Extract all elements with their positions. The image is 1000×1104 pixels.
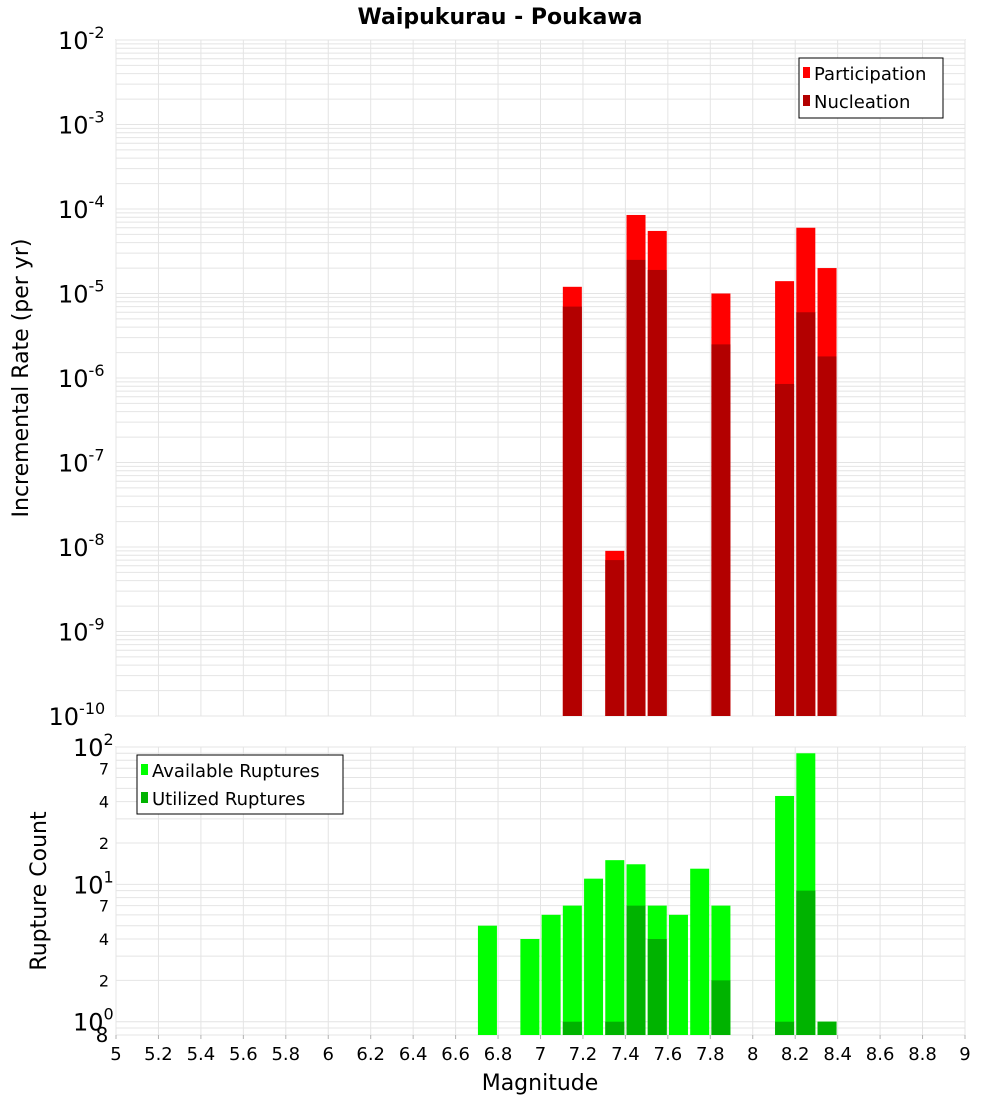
x-tick-label: 7.8 xyxy=(696,1044,725,1065)
bar-utilized-ruptures xyxy=(605,1021,625,1035)
top-plot-grid xyxy=(115,39,966,717)
bottom-legend-box xyxy=(136,754,344,815)
bottom-legend: Available Ruptures Utilized Ruptures xyxy=(136,754,344,815)
x-tick-label: 8.4 xyxy=(823,1044,852,1065)
bar-available-ruptures xyxy=(520,939,540,1035)
bar-available-ruptures xyxy=(775,795,795,1035)
bar-utilized-ruptures xyxy=(562,1021,582,1035)
x-tick-label: 8 xyxy=(747,1044,758,1065)
x-tick-label: 7.4 xyxy=(611,1044,640,1065)
x-tick-label: 6 xyxy=(323,1044,334,1065)
x-tick-label: 8.2 xyxy=(781,1044,810,1065)
y-tick-label: 10-3 xyxy=(58,108,105,140)
bar-available-ruptures xyxy=(605,860,625,1035)
y-tick-label: 102 xyxy=(73,730,114,762)
available-swatch xyxy=(141,764,148,775)
bar-utilized-ruptures xyxy=(817,1021,837,1035)
bar-nucleation xyxy=(775,383,795,716)
x-tick-label: 6.4 xyxy=(399,1044,428,1065)
y-tick-label: 10-10 xyxy=(49,699,106,731)
x-tick-label: 6.2 xyxy=(356,1044,385,1065)
utilized-swatch xyxy=(141,792,148,803)
bar-utilized-ruptures xyxy=(711,980,731,1035)
y-tick-label: 2 xyxy=(99,971,109,990)
bar-available-ruptures xyxy=(562,905,582,1035)
bar-utilized-ruptures xyxy=(647,939,667,1035)
x-tick-labels: 5 5.2 5.4 5.6 5.8 6 6.2 6.4 6.6 6.8 7 7.2 7.4 7.6 7.8 8… xyxy=(110,1035,971,1065)
x-tick-label: 7.6 xyxy=(654,1044,683,1065)
bottom-plot-bars xyxy=(477,753,837,1035)
bar-nucleation xyxy=(626,259,646,716)
bar-utilized-ruptures xyxy=(775,1021,795,1035)
top-plot-bars xyxy=(562,214,837,717)
y-tick-label: 10-6 xyxy=(58,361,105,393)
bar-available-ruptures xyxy=(690,868,710,1035)
bar-nucleation xyxy=(796,312,816,716)
bar-available-ruptures xyxy=(541,914,561,1035)
y-tick-label: 101 xyxy=(73,867,114,899)
top-y-axis-label: Incremental Rate (per yr) xyxy=(9,239,34,518)
y-tick-label: 10-9 xyxy=(58,615,105,647)
y-tick-label-bottom: 8 xyxy=(96,1023,109,1047)
bar-utilized-ruptures xyxy=(626,905,646,1035)
x-tick-label: 6.8 xyxy=(484,1044,513,1065)
y-tick-label: 4 xyxy=(99,930,109,949)
bottom-y-axis-label: Rupture Count xyxy=(27,811,52,971)
available-legend-label: Available Ruptures xyxy=(152,761,320,782)
x-axis-label: Magnitude xyxy=(482,1071,599,1096)
top-legend: Participation Nucleation xyxy=(798,57,944,119)
x-tick-label: 8.6 xyxy=(866,1044,895,1065)
bar-nucleation xyxy=(647,269,667,716)
bar-nucleation xyxy=(817,356,837,716)
x-tick-label: 5.4 xyxy=(187,1044,216,1065)
bar-nucleation xyxy=(562,306,582,716)
y-tick-label: 7 xyxy=(99,759,109,778)
bar-nucleation xyxy=(711,344,731,716)
nucleation-swatch xyxy=(803,95,810,106)
x-tick-label: 5.6 xyxy=(229,1044,258,1065)
y-tick-label: 10-7 xyxy=(58,446,105,478)
bar-nucleation xyxy=(605,560,625,716)
top-plot: 10-10 10-9 10-8 10-7 10-6 10-5 10-4 10-3 10-2 In… xyxy=(9,23,966,731)
x-tick-label: 6.6 xyxy=(441,1044,470,1065)
y-tick-label: 100 xyxy=(73,1005,114,1037)
y-tick-label: 10-8 xyxy=(58,530,105,562)
participation-legend-label: Participation xyxy=(814,64,926,85)
y-tick-label: 10-2 xyxy=(58,23,105,55)
bar-available-ruptures xyxy=(584,878,604,1035)
x-tick-label: 8.8 xyxy=(908,1044,937,1065)
y-tick-label: 7 xyxy=(99,897,109,916)
x-tick-label: 7 xyxy=(535,1044,546,1065)
top-legend-box xyxy=(798,57,944,119)
nucleation-legend-label: Nucleation xyxy=(814,92,910,113)
x-tick-label: 5.2 xyxy=(144,1044,173,1065)
y-tick-label: 10-5 xyxy=(58,277,105,309)
x-tick-label: 7.2 xyxy=(569,1044,598,1065)
bar-available-ruptures xyxy=(477,925,497,1035)
x-tick-label: 5.8 xyxy=(271,1044,300,1065)
bar-available-ruptures xyxy=(668,914,688,1035)
top-y-tick-labels: 10-10 10-9 10-8 10-7 10-6 10-5 10-4 10-3 10-2 xyxy=(49,23,106,731)
y-tick-label: 4 xyxy=(99,793,109,812)
x-tick-label: 9 xyxy=(959,1044,970,1065)
x-tick-label: 5 xyxy=(110,1044,121,1065)
chart-title: Waipukurau - Poukawa xyxy=(358,5,643,30)
bar-utilized-ruptures xyxy=(796,890,816,1035)
y-tick-label: 10-4 xyxy=(58,192,105,224)
participation-swatch xyxy=(803,67,810,78)
utilized-legend-label: Utilized Ruptures xyxy=(152,789,305,810)
y-tick-label: 2 xyxy=(99,834,109,853)
